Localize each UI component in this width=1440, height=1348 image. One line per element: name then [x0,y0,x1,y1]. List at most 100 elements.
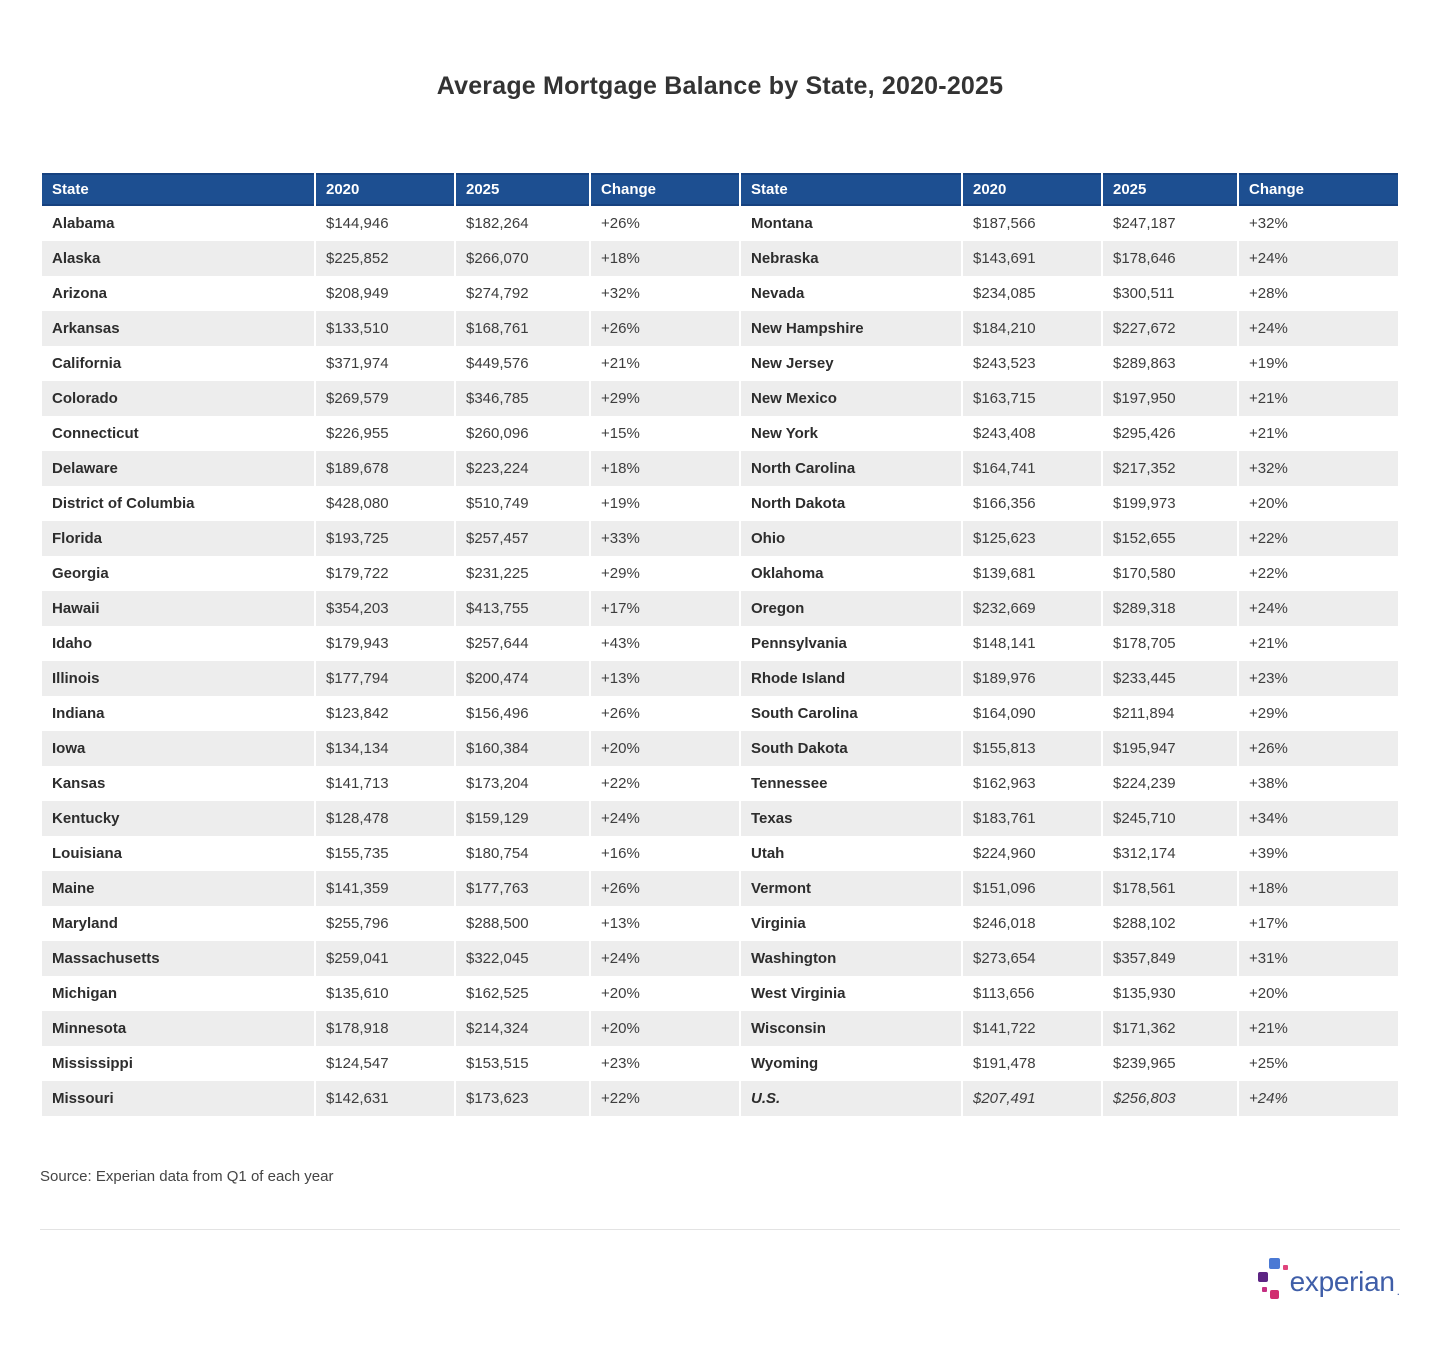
value-cell: +29% [1249,705,1288,722]
value-cell: $123,842 [326,705,389,722]
value-cell: $179,722 [326,565,389,582]
value-cell: $225,852 [316,241,454,276]
value-cell: +28% [1249,285,1288,302]
value-cell: +29% [591,381,739,416]
value-cell: +22% [1239,521,1398,556]
value-cell: $211,894 [1113,705,1175,722]
value-cell: $260,096 [466,425,529,442]
value-cell: $289,318 [1103,591,1237,626]
table-row: Delaware $189,678 $223,224 +18% North Caroli… [42,451,1398,486]
value-cell: +18% [591,241,739,276]
state-cell: Arizona [52,285,108,302]
table-header: State 2020 2025 Change State 2020 2025 C… [42,173,1398,206]
value-cell: $256,803 [1103,1081,1237,1116]
value-cell: $413,755 [456,591,589,626]
value-cell: $371,974 [326,355,389,372]
value-cell: $135,610 [326,985,389,1002]
value-cell: +18% [1239,871,1398,906]
value-cell: $164,090 [973,705,1036,722]
value-cell: $191,478 [973,1055,1036,1072]
value-cell: $214,324 [456,1011,589,1046]
header-2025-left: 2025 [456,173,589,206]
value-cell: +20% [1249,985,1288,1002]
value-cell: +23% [1239,661,1398,696]
value-cell: +26% [601,705,640,722]
state-cell: West Virginia [751,985,846,1002]
state-cell: Pennsylvania [751,635,847,652]
value-cell: $289,863 [1113,355,1176,372]
value-cell: $135,930 [1113,985,1176,1002]
value-cell: $143,691 [963,241,1101,276]
header-2020-left: 2020 [316,173,454,206]
state-cell: Alaska [42,241,314,276]
value-cell: +24% [591,801,739,836]
state-cell: Oregon [741,591,961,626]
value-cell: +21% [1249,425,1288,442]
value-cell: $178,705 [1113,635,1176,652]
value-cell: +13% [591,661,739,696]
value-cell: +24% [591,941,739,976]
value-cell: $182,264 [466,215,529,232]
value-cell: $288,102 [1113,915,1176,932]
state-cell: New York [751,425,818,442]
value-cell: $187,566 [973,215,1036,232]
state-cell: Michigan [52,985,118,1002]
table-row: Louisiana $155,735 $180,754 +16% Utah $224,96… [42,836,1398,871]
value-cell: $113,656 [973,985,1035,1002]
state-cell: Iowa [42,731,314,766]
value-cell: $288,500 [466,915,529,932]
value-cell: $177,794 [316,661,454,696]
table-row: Idaho $179,943 $257,644 +43% Pennsylvania $14… [42,626,1398,661]
state-cell: Kansas [52,775,106,792]
value-cell: $246,018 [973,915,1036,932]
value-cell: $197,950 [1103,381,1237,416]
value-cell: $208,949 [326,285,389,302]
value-cell: +23% [601,1055,640,1072]
state-cell: Virginia [751,915,806,932]
state-cell: Nebraska [741,241,961,276]
value-cell: $156,496 [466,705,529,722]
state-cell: Georgia [52,565,109,582]
table-body: Alabama $144,946 $182,264 +26% Montana $187,5… [42,206,1398,1116]
value-cell: +29% [601,565,640,582]
value-cell: $177,763 [456,871,589,906]
value-cell: +13% [601,915,640,932]
value-cell: +22% [601,775,640,792]
header-2025-right: 2025 [1103,173,1237,206]
value-cell: $217,352 [1103,451,1237,486]
state-cell: New Jersey [751,355,834,372]
table-row: Georgia $179,722 $231,225 +29% Oklahoma $139,… [42,556,1398,591]
value-cell: $166,356 [973,495,1036,512]
value-cell: +24% [1239,241,1398,276]
value-cell: +21% [1249,635,1288,652]
value-cell: $357,849 [1103,941,1237,976]
state-cell: Wyoming [751,1055,819,1072]
value-cell: +21% [1239,381,1398,416]
logo-pink-dot [1282,1265,1288,1270]
value-cell: $170,580 [1113,565,1176,582]
table-row: Alaska $225,852 $266,070 +18% Nebraska $143,6… [42,241,1398,276]
value-cell: +26% [591,311,739,346]
header-change-right: Change [1239,173,1398,206]
value-cell: $239,965 [1113,1055,1176,1072]
header-row: State 2020 2025 Change State 2020 2025 C… [42,173,1398,206]
state-cell: Delaware [42,451,314,486]
value-cell: $322,045 [456,941,589,976]
state-cell: Maine [42,871,314,906]
value-cell: +31% [1239,941,1398,976]
value-cell: +43% [601,635,640,652]
value-cell: $142,631 [316,1081,454,1116]
table-row: Massachusetts $259,041 $322,045 +24% Washing… [42,941,1398,976]
value-cell: $266,070 [456,241,589,276]
value-cell: $160,384 [456,731,589,766]
table-row: Kansas $141,713 $173,204 +22% Tennessee $162,… [42,766,1398,801]
value-cell: $180,754 [466,845,529,862]
table-row: Iowa $134,134 $160,384 +20% South Dakota $155… [42,731,1398,766]
header-2020-right: 2020 [963,173,1101,206]
value-cell: $245,710 [1103,801,1237,836]
value-cell: +24% [1239,311,1398,346]
state-cell: Oklahoma [751,565,824,582]
mortgage-balance-table: State 2020 2025 Change State 2020 2025 C… [40,173,1400,1116]
header-state-left: State [42,173,314,206]
state-cell: Illinois [42,661,314,696]
